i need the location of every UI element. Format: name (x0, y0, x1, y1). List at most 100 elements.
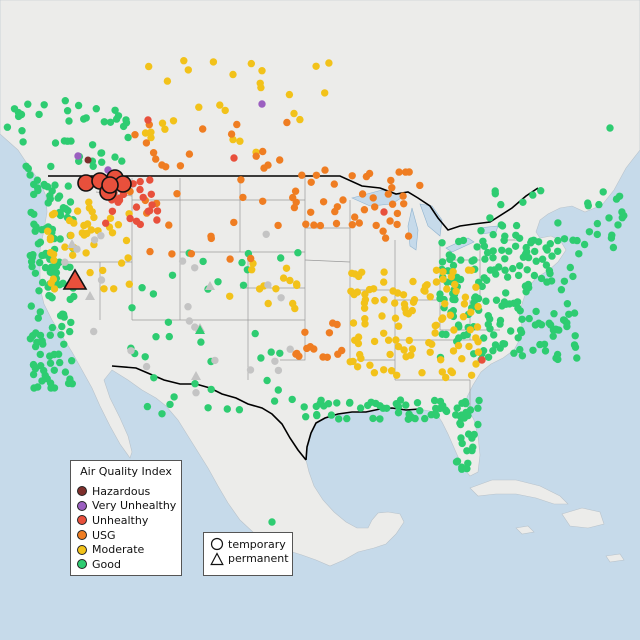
monitor-point[interactable] (3, 123, 12, 131)
monitor-point[interactable] (480, 274, 488, 282)
monitor-point[interactable] (169, 117, 178, 125)
monitor-point[interactable] (47, 162, 55, 171)
monitor-point[interactable] (351, 213, 359, 221)
monitor-point[interactable] (542, 261, 551, 269)
monitor-point[interactable] (274, 221, 282, 230)
monitor-point[interactable] (321, 166, 329, 174)
monitor-point[interactable] (443, 285, 451, 293)
monitor-point[interactable] (161, 125, 169, 133)
monitor-point[interactable] (207, 232, 215, 240)
monitor-point[interactable] (380, 366, 388, 374)
monitor-point[interactable] (512, 221, 521, 230)
monitor-point[interactable] (268, 518, 276, 526)
monitor-point[interactable] (405, 410, 413, 418)
monitor-point[interactable] (573, 354, 581, 362)
monitor-point[interactable] (354, 272, 363, 281)
monitor-point[interactable] (329, 319, 337, 327)
monitor-point[interactable] (514, 271, 523, 280)
monitor-point[interactable] (24, 164, 32, 173)
monitor-point[interactable] (259, 147, 267, 156)
monitor-point[interactable] (301, 328, 309, 336)
monitor-point[interactable] (251, 329, 259, 338)
monitor-point[interactable] (34, 240, 43, 248)
monitor-point[interactable] (69, 251, 77, 259)
monitor-point[interactable] (593, 219, 602, 228)
monitor-point[interactable] (436, 290, 444, 298)
monitor-point[interactable] (158, 410, 166, 418)
monitor-point[interactable] (230, 218, 238, 227)
monitor-point[interactable] (126, 214, 134, 223)
monitor-point[interactable] (24, 100, 32, 108)
monitor-point[interactable] (560, 235, 569, 243)
monitor-point[interactable] (277, 254, 285, 262)
monitor-point[interactable] (380, 268, 388, 276)
monitor-point[interactable] (455, 237, 463, 246)
monitor-point[interactable] (168, 250, 176, 258)
permanent-monitor[interactable] (205, 281, 215, 290)
monitor-point[interactable] (102, 219, 110, 227)
monitor-point[interactable] (454, 321, 463, 329)
monitor-point[interactable] (46, 292, 55, 300)
monitor-point[interactable] (117, 259, 126, 267)
monitor-point[interactable] (388, 184, 396, 192)
monitor-point[interactable] (546, 269, 554, 278)
monitor-point[interactable] (465, 342, 473, 351)
monitor-point[interactable] (532, 257, 540, 265)
monitor-point[interactable] (514, 334, 522, 342)
monitor-point[interactable] (288, 395, 296, 404)
monitor-point[interactable] (426, 348, 434, 356)
temporary-monitor[interactable] (101, 176, 119, 194)
monitor-point[interactable] (321, 89, 329, 97)
monitor-point[interactable] (310, 345, 318, 353)
monitor-point[interactable] (47, 384, 55, 392)
monitor-point[interactable] (432, 321, 440, 329)
monitor-point[interactable] (361, 290, 369, 298)
monitor-point[interactable] (48, 323, 57, 332)
monitor-point[interactable] (330, 180, 338, 188)
monitor-point[interactable] (392, 336, 400, 344)
monitor-point[interactable] (394, 322, 403, 330)
monitor-point[interactable] (355, 219, 363, 227)
monitor-point[interactable] (614, 221, 622, 229)
monitor-point[interactable] (246, 366, 255, 374)
monitor-point[interactable] (226, 292, 234, 300)
monitor-point[interactable] (432, 278, 441, 286)
monitor-point[interactable] (207, 385, 215, 394)
monitor-point[interactable] (421, 414, 429, 423)
monitor-point[interactable] (452, 287, 460, 295)
monitor-point[interactable] (486, 214, 494, 222)
monitor-point[interactable] (372, 221, 380, 230)
monitor-point[interactable] (490, 331, 498, 339)
monitor-point[interactable] (516, 345, 524, 354)
monitor-point[interactable] (438, 258, 447, 266)
monitor-point[interactable] (537, 187, 545, 195)
monitor-point[interactable] (199, 257, 207, 266)
monitor-point[interactable] (565, 310, 573, 318)
monitor-point[interactable] (279, 274, 288, 282)
monitor-point[interactable] (554, 236, 562, 245)
monitor-point[interactable] (380, 296, 388, 304)
monitor-point[interactable] (256, 79, 264, 88)
monitor-point[interactable] (325, 59, 333, 67)
monitor-point[interactable] (58, 322, 66, 331)
monitor-point[interactable] (609, 243, 618, 252)
monitor-point[interactable] (527, 239, 535, 247)
monitor-point[interactable] (563, 322, 571, 331)
monitor-point[interactable] (432, 266, 441, 274)
monitor-point[interactable] (346, 358, 354, 366)
monitor-point[interactable] (350, 290, 358, 299)
monitor-point[interactable] (474, 302, 482, 311)
monitor-point[interactable] (380, 329, 388, 337)
monitor-point[interactable] (416, 407, 424, 415)
monitor-point[interactable] (197, 338, 205, 346)
monitor-point[interactable] (252, 152, 260, 160)
monitor-point[interactable] (86, 268, 94, 277)
monitor-point[interactable] (131, 131, 139, 139)
monitor-point[interactable] (449, 347, 458, 355)
monitor-point[interactable] (58, 310, 66, 318)
monitor-point[interactable] (291, 187, 300, 195)
monitor-point[interactable] (470, 256, 478, 264)
monitor-point[interactable] (338, 346, 346, 355)
monitor-point[interactable] (525, 314, 533, 323)
monitor-point[interactable] (38, 278, 47, 287)
